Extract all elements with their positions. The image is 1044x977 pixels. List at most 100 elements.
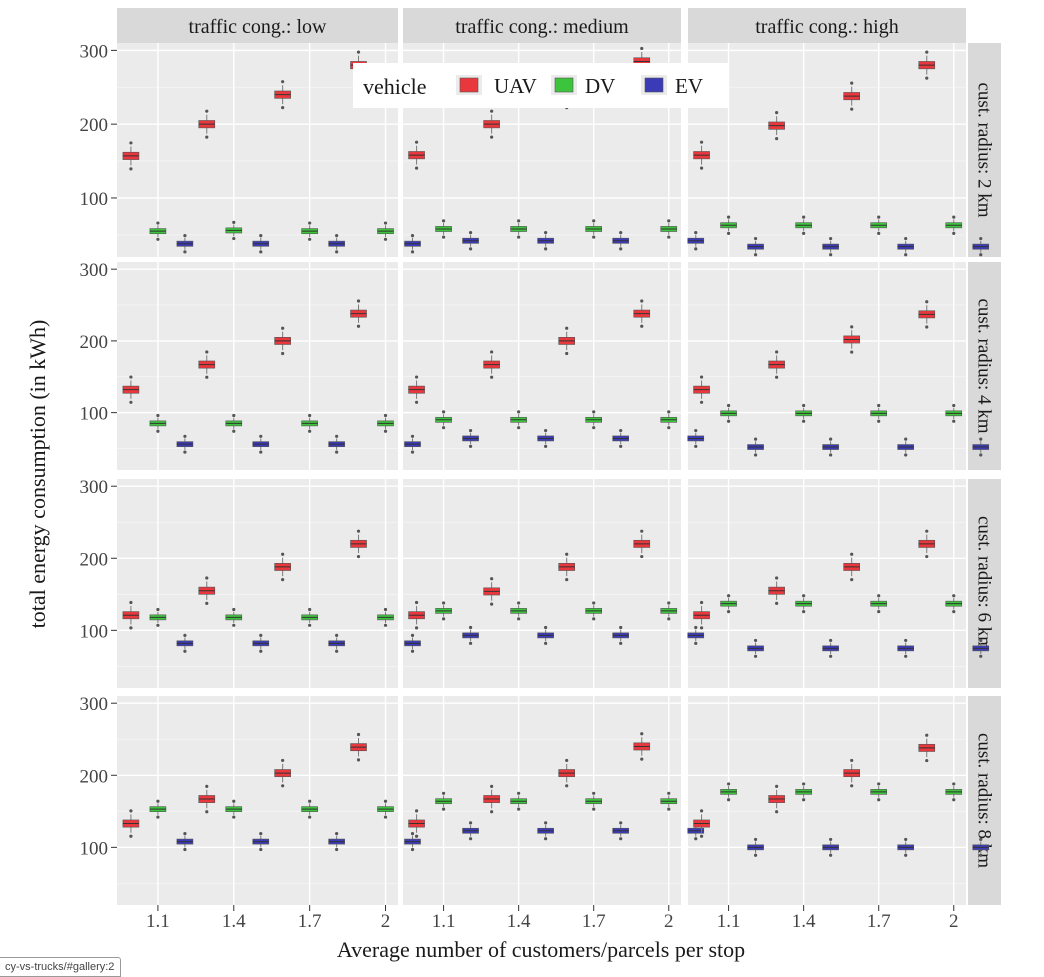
- outlier-point: [441, 601, 446, 605]
- outlier-point: [517, 219, 521, 223]
- outlier-point: [640, 299, 644, 303]
- outlier-point: [952, 231, 956, 235]
- outlier-point: [468, 837, 473, 841]
- outlier-point: [952, 782, 956, 786]
- outlier-point: [619, 837, 623, 841]
- outlier-point: [667, 219, 671, 223]
- outlier-point: [259, 847, 263, 852]
- y-tick-label: 200: [80, 332, 109, 353]
- outlier-point: [850, 758, 854, 763]
- outlier-point: [565, 578, 569, 582]
- outlier-point: [468, 641, 473, 645]
- outlier-point: [877, 231, 881, 235]
- outlier-point: [517, 426, 521, 430]
- outlier-point: [183, 633, 187, 637]
- outlier-point: [335, 847, 339, 852]
- outlier-point: [850, 578, 854, 582]
- outlier-point: [441, 426, 446, 430]
- outlier-point: [877, 594, 881, 598]
- outlier-point: [592, 219, 596, 223]
- outlier-point: [619, 821, 623, 825]
- outlier-point: [383, 237, 388, 241]
- outlier-point: [414, 834, 419, 838]
- outlier-point: [952, 610, 956, 614]
- outlier-point: [414, 375, 419, 379]
- outlier-point: [592, 617, 596, 621]
- outlier-point: [183, 649, 187, 653]
- outlier-point: [544, 231, 548, 235]
- outlier-point: [775, 111, 779, 115]
- outlier-point: [904, 654, 908, 658]
- outlier-point: [952, 798, 956, 802]
- outlier-point: [850, 784, 854, 788]
- outlier-point: [565, 351, 569, 356]
- outlier-point: [281, 351, 285, 356]
- outlier-point: [544, 625, 548, 630]
- outlier-point: [183, 450, 187, 454]
- y-tick-label: 100: [80, 838, 109, 859]
- outlier-point: [205, 601, 209, 605]
- outlier-point: [667, 791, 671, 795]
- y-tick-label: 300: [80, 41, 109, 62]
- outlier-point: [129, 809, 133, 813]
- outlier-point: [904, 638, 908, 643]
- outlier-point: [414, 626, 419, 630]
- panel-background: [688, 262, 966, 470]
- url-tooltip[interactable]: cy-vs-trucks/#gallery:2: [0, 957, 122, 977]
- outlier-point: [753, 253, 758, 257]
- outlier-point: [904, 853, 908, 857]
- x-tick-label: 1.7: [298, 911, 322, 932]
- outlier-point: [156, 237, 160, 241]
- outlier-point: [753, 837, 758, 842]
- outlier-point: [619, 231, 623, 235]
- outlier-point: [802, 610, 806, 614]
- outlier-point: [129, 375, 133, 379]
- facet-strip-row: [968, 262, 1001, 470]
- outlier-point: [979, 236, 983, 241]
- outlier-point: [544, 444, 548, 448]
- outlier-point: [410, 832, 415, 836]
- outlier-point: [335, 250, 339, 254]
- outlier-point: [356, 554, 361, 559]
- outlier-point: [592, 601, 596, 605]
- outlier-point: [667, 235, 671, 239]
- outlier-point: [490, 577, 494, 581]
- outlier-point: [468, 821, 473, 825]
- outlier-point: [829, 253, 833, 257]
- outlier-point: [694, 641, 698, 645]
- outlier-point: [699, 626, 704, 630]
- outlier-point: [183, 832, 187, 836]
- outlier-point: [640, 324, 644, 328]
- outlier-point: [356, 324, 361, 328]
- outlier-point: [129, 400, 133, 404]
- outlier-point: [726, 419, 731, 423]
- outlier-point: [726, 215, 731, 219]
- outlier-point: [308, 623, 312, 627]
- outlier-point: [517, 791, 521, 795]
- outlier-point: [308, 429, 312, 433]
- panel-background: [403, 479, 681, 688]
- outlier-point: [156, 799, 160, 803]
- outlier-point: [726, 610, 731, 614]
- outlier-point: [640, 757, 644, 761]
- outlier-point: [259, 250, 263, 254]
- outlier-point: [850, 81, 854, 85]
- outlier-point: [308, 815, 312, 819]
- outlier-point: [259, 434, 263, 438]
- outlier-point: [156, 623, 160, 627]
- outlier-point: [952, 594, 956, 598]
- outlier-point: [383, 623, 388, 627]
- x-tick-label: 1.4: [792, 911, 816, 932]
- x-tick-label: 1.1: [432, 911, 456, 932]
- outlier-point: [592, 410, 596, 414]
- outlier-point: [490, 784, 494, 788]
- outlier-point: [356, 758, 361, 762]
- x-tick-label: 2: [949, 911, 959, 932]
- legend-key-uav: [459, 77, 479, 93]
- y-tick-label: 300: [80, 260, 109, 281]
- outlier-point: [335, 434, 339, 438]
- outlier-point: [925, 325, 929, 329]
- outlier-point: [640, 554, 644, 559]
- facet-row-label: cust. radius: 4 km: [974, 298, 995, 433]
- outlier-point: [694, 837, 698, 841]
